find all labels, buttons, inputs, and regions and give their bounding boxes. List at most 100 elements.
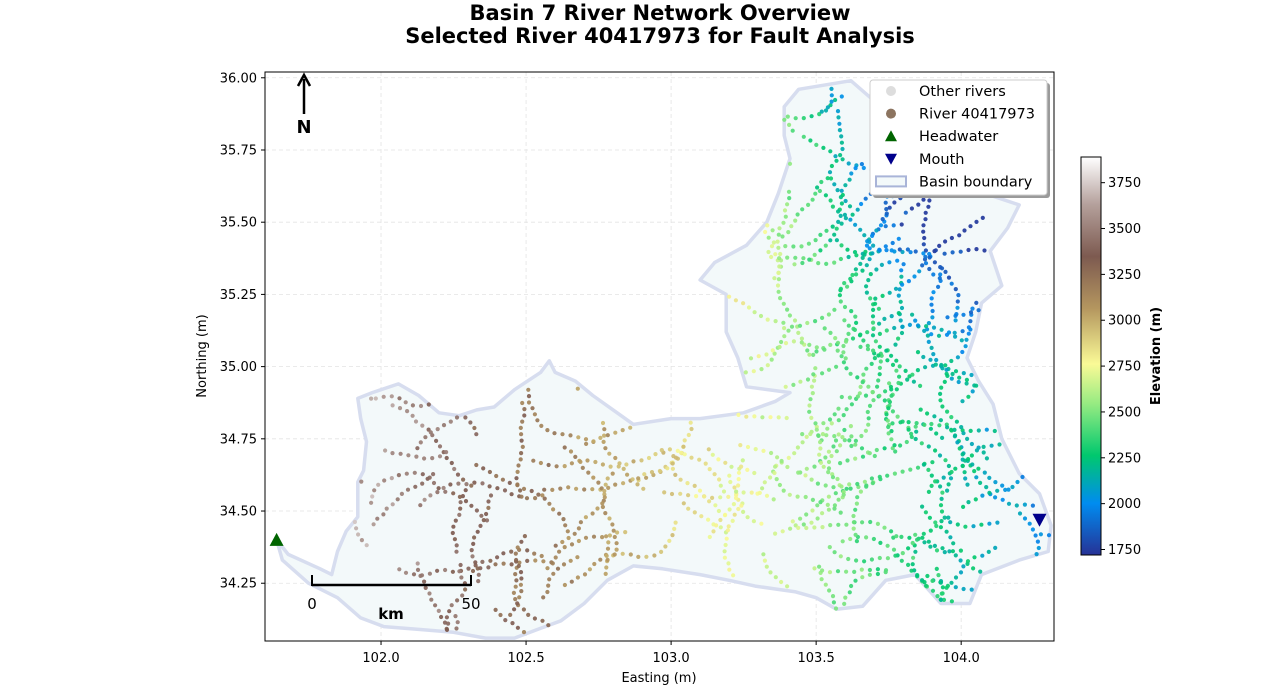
- river-point: [979, 522, 984, 527]
- river-point: [414, 454, 419, 459]
- river-point: [918, 383, 923, 388]
- river-point: [521, 486, 527, 491]
- river-point: [572, 531, 577, 536]
- river-point: [826, 312, 832, 317]
- river-point: [352, 519, 357, 525]
- river-point: [787, 122, 792, 127]
- river-point: [805, 348, 810, 353]
- river-point: [420, 472, 425, 477]
- river-point: [722, 549, 727, 554]
- river-point: [859, 162, 865, 167]
- river-point: [974, 383, 979, 388]
- river-point: [906, 279, 912, 284]
- river-point: [480, 559, 485, 565]
- river-point: [478, 523, 483, 529]
- river-point: [1038, 532, 1043, 537]
- river-point: [848, 371, 853, 376]
- river-point: [1020, 474, 1025, 480]
- river-point: [904, 439, 909, 445]
- river-point: [791, 244, 796, 249]
- river-point: [920, 504, 925, 509]
- river-point: [722, 555, 728, 560]
- river-point: [956, 379, 961, 385]
- river-point: [458, 562, 463, 568]
- river-point: [920, 263, 925, 268]
- river-point: [945, 409, 950, 414]
- legend-entry: Other rivers: [886, 84, 1006, 100]
- river-point: [390, 451, 395, 456]
- river-point: [745, 444, 751, 450]
- river-point: [843, 183, 848, 188]
- river-point: [616, 464, 621, 469]
- river-point: [776, 415, 781, 420]
- river-point: [602, 495, 607, 500]
- river-point: [961, 312, 966, 317]
- river-point: [383, 448, 388, 453]
- river-point: [945, 425, 950, 430]
- y-tick-label: 35.75: [220, 143, 257, 158]
- river-point: [854, 539, 860, 544]
- river-point: [479, 513, 484, 518]
- river-point: [741, 301, 746, 306]
- river-point: [992, 428, 997, 434]
- river-point: [866, 384, 871, 389]
- river-point: [498, 612, 503, 618]
- river-point: [836, 406, 841, 411]
- river-point: [855, 375, 860, 380]
- river-point: [552, 431, 557, 436]
- river-point: [899, 534, 904, 540]
- river-point: [781, 488, 786, 493]
- river-point: [859, 201, 864, 207]
- river-point: [712, 472, 717, 477]
- river-point: [636, 554, 641, 560]
- river-point: [859, 567, 864, 572]
- river-point: [865, 347, 871, 352]
- river-point: [896, 336, 901, 341]
- river-point: [473, 560, 478, 565]
- river-point: [1030, 503, 1035, 508]
- river-point: [792, 262, 797, 267]
- river-point: [910, 540, 915, 546]
- river-point: [553, 543, 558, 548]
- river-point: [934, 357, 939, 363]
- river-point: [813, 238, 818, 243]
- river-point: [840, 539, 845, 544]
- river-point: [835, 109, 841, 114]
- river-point: [775, 283, 781, 288]
- river-point: [863, 196, 868, 201]
- y-axis-ticks: 34.25 34.50 34.75 35.00 35.25 35.50 35.75 36.00: [220, 71, 265, 592]
- river-point: [927, 198, 932, 203]
- river-point: [906, 562, 911, 568]
- river-point: [518, 488, 523, 493]
- river-point: [915, 350, 921, 355]
- river-point: [415, 446, 420, 451]
- river-point: [972, 469, 977, 474]
- river-point: [921, 242, 926, 247]
- river-point: [860, 268, 865, 273]
- river-point: [515, 482, 520, 487]
- colorbar-tick-label: 3000: [1108, 314, 1141, 329]
- river-point: [838, 554, 843, 559]
- river-point: [926, 204, 931, 209]
- river-point: [849, 583, 854, 589]
- river-point: [447, 609, 452, 614]
- legend-entry: Headwater: [885, 129, 998, 145]
- river-point: [759, 367, 764, 372]
- river-point: [547, 577, 552, 582]
- river-point: [915, 368, 921, 373]
- river-point: [846, 161, 851, 166]
- river-point: [536, 492, 541, 497]
- river-point: [427, 475, 432, 480]
- river-point: [834, 238, 840, 243]
- river-point: [892, 325, 897, 331]
- river-point: [953, 369, 959, 374]
- river-point: [832, 182, 837, 187]
- river-point: [961, 431, 966, 436]
- river-point: [359, 538, 364, 543]
- x-tick-label: 102.5: [507, 651, 544, 666]
- river-point: [727, 567, 732, 572]
- legend-box: [869, 79, 1048, 196]
- river-point: [890, 409, 896, 414]
- river-point: [826, 470, 831, 475]
- river-point: [390, 403, 395, 408]
